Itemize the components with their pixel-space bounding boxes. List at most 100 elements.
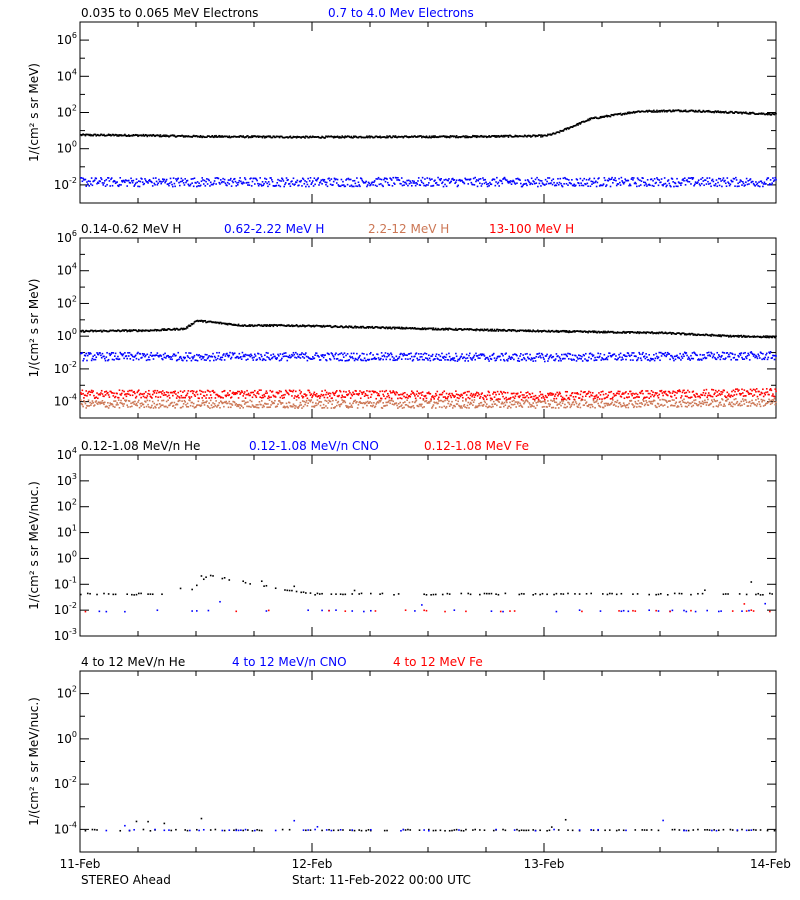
data-point — [552, 406, 555, 409]
data-point — [320, 179, 323, 181]
data-point — [373, 406, 376, 409]
data-point — [276, 405, 279, 408]
data-point — [126, 357, 128, 360]
data-point — [92, 401, 94, 404]
data-point — [93, 354, 96, 356]
data-point — [406, 179, 408, 182]
data-point — [740, 180, 743, 182]
data-point — [435, 181, 438, 184]
data-point — [742, 352, 745, 355]
data-point — [103, 357, 106, 360]
data-point — [749, 178, 752, 180]
data-point — [662, 405, 664, 407]
data-point — [260, 389, 262, 391]
data-point — [649, 332, 652, 334]
data-point — [717, 356, 719, 359]
data-point — [509, 181, 511, 184]
data-point — [107, 407, 110, 409]
data-point — [127, 355, 130, 357]
data-point — [352, 352, 355, 355]
data-point — [192, 322, 195, 325]
data-point — [213, 406, 215, 408]
data-point — [677, 185, 679, 188]
data-point — [479, 357, 481, 359]
data-point — [449, 359, 452, 362]
data-point — [763, 399, 766, 402]
data-point — [632, 179, 634, 181]
data-point — [632, 177, 635, 179]
data-point — [280, 403, 282, 405]
data-point — [344, 401, 347, 404]
data-point — [436, 184, 439, 186]
data-point — [122, 405, 125, 407]
data-point — [349, 185, 351, 188]
data-point — [389, 135, 391, 138]
data-point — [309, 177, 312, 179]
data-point — [750, 181, 753, 184]
data-point — [342, 390, 345, 393]
data-point — [325, 400, 328, 402]
data-point — [373, 181, 375, 184]
data-point — [670, 185, 672, 188]
data-point — [435, 353, 438, 355]
data-point — [760, 112, 763, 114]
data-point — [744, 336, 746, 338]
data-point — [305, 399, 308, 402]
data-point — [415, 399, 418, 402]
data-point — [769, 352, 771, 355]
data-point — [588, 179, 590, 181]
data-point — [261, 136, 264, 139]
data-point — [680, 405, 683, 408]
data-point — [228, 354, 231, 357]
data-point — [503, 405, 505, 408]
data-point — [609, 354, 612, 357]
data-point — [87, 399, 90, 401]
data-point — [445, 185, 448, 188]
data-point — [428, 177, 431, 180]
data-point — [223, 353, 225, 355]
data-point — [249, 325, 251, 328]
data-point — [196, 135, 198, 137]
data-point — [118, 183, 121, 186]
data-point — [101, 352, 104, 355]
data-point — [671, 356, 674, 358]
data-point — [183, 390, 186, 392]
data-point — [151, 393, 154, 396]
data-point — [304, 180, 306, 182]
data-point — [244, 397, 247, 399]
data-point — [136, 134, 139, 136]
data-point — [434, 135, 436, 137]
data-point — [503, 176, 506, 179]
data-point — [465, 406, 468, 409]
data-point — [401, 184, 404, 187]
data-point — [162, 329, 165, 331]
data-point — [99, 180, 101, 183]
data-point — [195, 406, 197, 408]
data-point — [551, 183, 554, 186]
data-point — [427, 402, 429, 404]
data-point — [181, 396, 183, 399]
data-point — [533, 180, 535, 183]
data-point — [668, 182, 671, 185]
data-point — [82, 177, 84, 180]
data-point — [92, 355, 94, 358]
data-point — [737, 334, 739, 337]
data-point — [359, 390, 361, 392]
data-point — [728, 184, 731, 187]
data-point — [772, 180, 775, 183]
data-point — [143, 353, 146, 355]
data-point — [521, 406, 524, 408]
data-point — [329, 400, 332, 403]
data-point — [365, 401, 367, 404]
data-point — [597, 352, 599, 355]
data-point — [402, 136, 405, 139]
data-point — [224, 322, 227, 325]
data-point — [322, 403, 325, 406]
data-point — [305, 352, 307, 354]
data-point — [419, 184, 422, 187]
data-point — [591, 353, 593, 356]
data-point — [243, 354, 245, 356]
data-point — [294, 356, 296, 359]
data-point — [537, 401, 539, 403]
data-point — [762, 352, 764, 355]
